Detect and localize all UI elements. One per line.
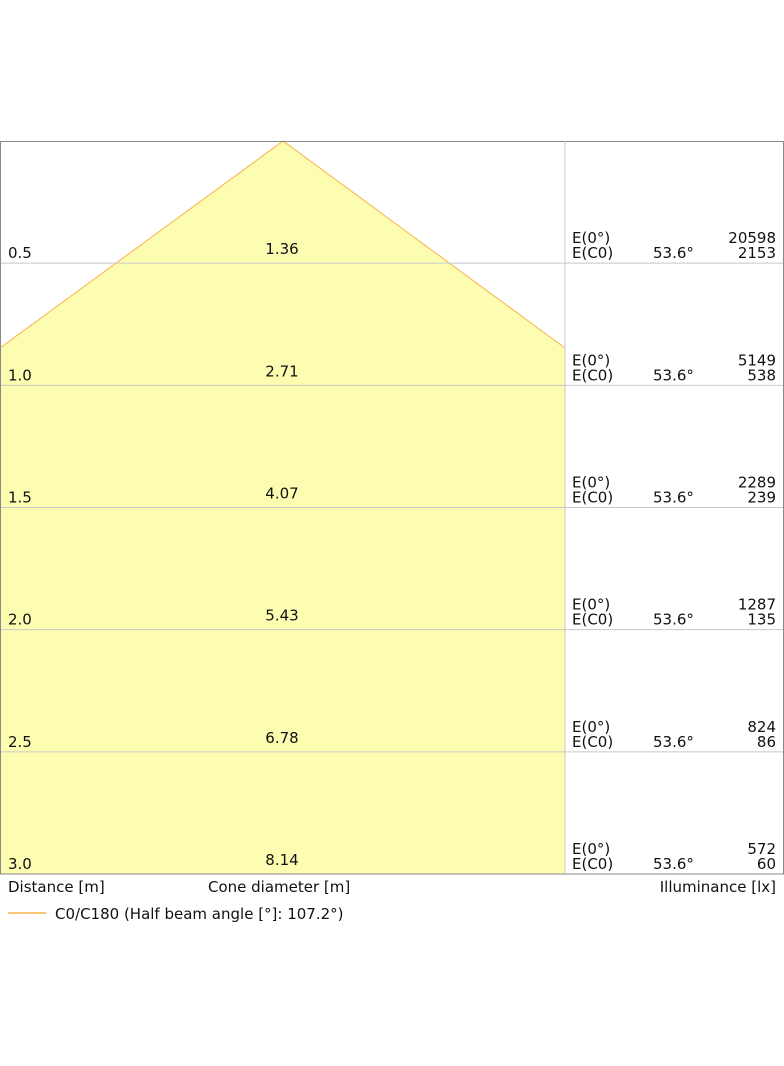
cone-diameter: 8.14 <box>265 851 298 869</box>
ec0-label: E(C0) <box>572 244 613 262</box>
footer-diameter: Cone diameter [m] <box>208 878 350 896</box>
cone-diameter: 1.36 <box>265 240 298 258</box>
ec0-label: E(C0) <box>572 489 613 507</box>
distance: 1.0 <box>8 366 32 384</box>
distance: 0.5 <box>8 244 32 262</box>
e0-value: 1287 <box>738 596 776 614</box>
e0-label: E(0°) <box>572 840 610 858</box>
angle: 53.6° <box>653 611 694 629</box>
ec0-value: 239 <box>747 489 776 507</box>
e0-value: 2289 <box>738 474 776 492</box>
distance: 1.5 <box>8 489 32 507</box>
ec0-label: E(C0) <box>572 366 613 384</box>
ec0-label: E(C0) <box>572 855 613 873</box>
distance: 2.5 <box>8 733 32 751</box>
ec0-value: 2153 <box>738 244 776 262</box>
angle: 53.6° <box>653 244 694 262</box>
ec0-label: E(C0) <box>572 611 613 629</box>
e0-value: 572 <box>747 840 776 858</box>
distance: 2.0 <box>8 611 32 629</box>
ec0-value: 135 <box>747 611 776 629</box>
cone-diameter: 5.43 <box>265 607 298 625</box>
angle: 53.6° <box>653 855 694 873</box>
angle: 53.6° <box>653 489 694 507</box>
ec0-label: E(C0) <box>572 733 613 751</box>
cone-diameter: 2.71 <box>265 362 298 380</box>
cone-diameter: 6.78 <box>265 729 298 747</box>
e0-value: 20598 <box>728 229 776 247</box>
e0-label: E(0°) <box>572 351 610 369</box>
e0-value: 824 <box>747 718 776 736</box>
ec0-value: 538 <box>747 366 776 384</box>
footer-distance: Distance [m] <box>8 878 105 896</box>
angle: 53.6° <box>653 366 694 384</box>
legend-label: C0/C180 (Half beam angle [°]: 107.2°) <box>55 905 344 923</box>
cone-diameter: 4.07 <box>265 485 298 503</box>
ec0-value: 60 <box>757 855 776 873</box>
e0-label: E(0°) <box>572 718 610 736</box>
e0-label: E(0°) <box>572 229 610 247</box>
distance: 3.0 <box>8 855 32 873</box>
e0-label: E(0°) <box>572 474 610 492</box>
ec0-value: 86 <box>757 733 776 751</box>
e0-value: 5149 <box>738 351 776 369</box>
angle: 53.6° <box>653 733 694 751</box>
e0-label: E(0°) <box>572 596 610 614</box>
footer-illuminance: Illuminance [lx] <box>660 878 776 896</box>
